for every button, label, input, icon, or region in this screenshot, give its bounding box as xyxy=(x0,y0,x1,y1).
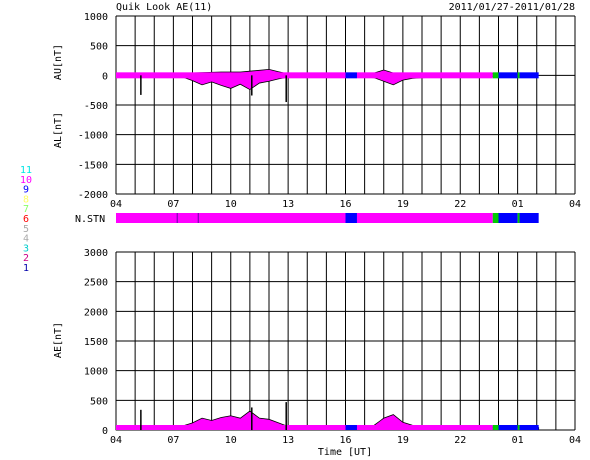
legend-entry: 10 xyxy=(20,175,32,186)
ae-xtick-label: 19 xyxy=(397,435,409,446)
legend-entry: 2 xyxy=(23,253,29,264)
au-al-xtick-label: 13 xyxy=(282,199,294,210)
au-al-band xyxy=(492,72,499,79)
au-al-band xyxy=(517,72,520,79)
au-al-band xyxy=(519,72,539,79)
au-al-band xyxy=(116,72,346,79)
au-al-xtick-label: 10 xyxy=(225,199,237,210)
chart-title: Quik Look AE(11) xyxy=(116,2,212,13)
ae-band xyxy=(356,425,493,430)
au-al-band xyxy=(356,72,493,79)
au-al-ytick-label: -1500 xyxy=(78,160,108,171)
ae-xtick-label: 22 xyxy=(454,435,466,446)
ae-axis-label: AE[nT] xyxy=(53,322,64,358)
legend-entry: 3 xyxy=(23,243,29,254)
ae-ytick-label: 1000 xyxy=(84,367,108,378)
legend-entry: 11 xyxy=(20,165,32,176)
au-al-ytick-label: -2000 xyxy=(78,190,108,201)
ae-xtick-label: 07 xyxy=(167,435,179,446)
x-axis-label: Time [UT] xyxy=(318,447,372,458)
nstn-segment xyxy=(345,213,357,223)
nstn-segment xyxy=(116,213,346,223)
au-al-xtick-label: 04 xyxy=(110,199,122,210)
ae-band xyxy=(498,425,518,430)
ae-ytick-label: 2500 xyxy=(84,278,108,289)
nstn-segment xyxy=(498,213,518,223)
au-al-band xyxy=(345,72,357,79)
ae-xtick-label: 13 xyxy=(282,435,294,446)
au-al-ytick-label: 1000 xyxy=(84,12,108,23)
legend-entry: 9 xyxy=(23,185,29,196)
al-axis-label: AL[nT] xyxy=(53,112,64,148)
nstn-segment xyxy=(492,213,499,223)
ae-band xyxy=(492,425,499,430)
au-al-ytick-label: -500 xyxy=(84,101,108,112)
au-al-ytick-label: 0 xyxy=(102,71,108,82)
ae-ytick-label: 2000 xyxy=(84,307,108,318)
ae-band xyxy=(345,425,357,430)
au-al-xtick-label: 16 xyxy=(339,199,351,210)
au-al-ytick-label: -1000 xyxy=(78,131,108,142)
legend-entry: 6 xyxy=(23,214,29,225)
ae-band xyxy=(517,425,520,430)
nstn-segment xyxy=(517,213,520,223)
au-al-xtick-label: 22 xyxy=(454,199,466,210)
ae-ytick-label: 1500 xyxy=(84,337,108,348)
ae-ytick-label: 0 xyxy=(102,426,108,437)
au-al-xtick-label: 07 xyxy=(167,199,179,210)
ae-xtick-label: 10 xyxy=(225,435,237,446)
ae-xtick-label: 04 xyxy=(569,435,581,446)
ae-band xyxy=(519,425,539,430)
au-al-ytick-label: 500 xyxy=(90,42,108,53)
legend-entry: 5 xyxy=(23,224,29,235)
ae-xtick-label: 04 xyxy=(110,435,122,446)
ae-band xyxy=(116,425,346,430)
ae-xtick-label: 01 xyxy=(512,435,524,446)
legend-entry: 8 xyxy=(23,194,29,205)
nstn-segment xyxy=(519,213,539,223)
legend-entry: 7 xyxy=(23,204,29,215)
legend-entry: 1 xyxy=(23,263,29,274)
au-al-xtick-label: 19 xyxy=(397,199,409,210)
nstn-segment xyxy=(356,213,493,223)
au-al-xtick-label: 04 xyxy=(569,199,581,210)
ae-ytick-label: 500 xyxy=(90,396,108,407)
ae-xtick-label: 16 xyxy=(339,435,351,446)
date-range: 2011/01/27-2011/01/28 xyxy=(449,2,575,13)
au-axis-label: AU[nT] xyxy=(53,44,64,80)
ae-ytick-label: 3000 xyxy=(84,248,108,259)
legend-entry: 4 xyxy=(23,234,29,245)
nstn-label: N.STN xyxy=(75,214,105,225)
au-al-band xyxy=(498,72,518,79)
nstn-panel xyxy=(116,213,539,223)
au-al-xtick-label: 01 xyxy=(512,199,524,210)
